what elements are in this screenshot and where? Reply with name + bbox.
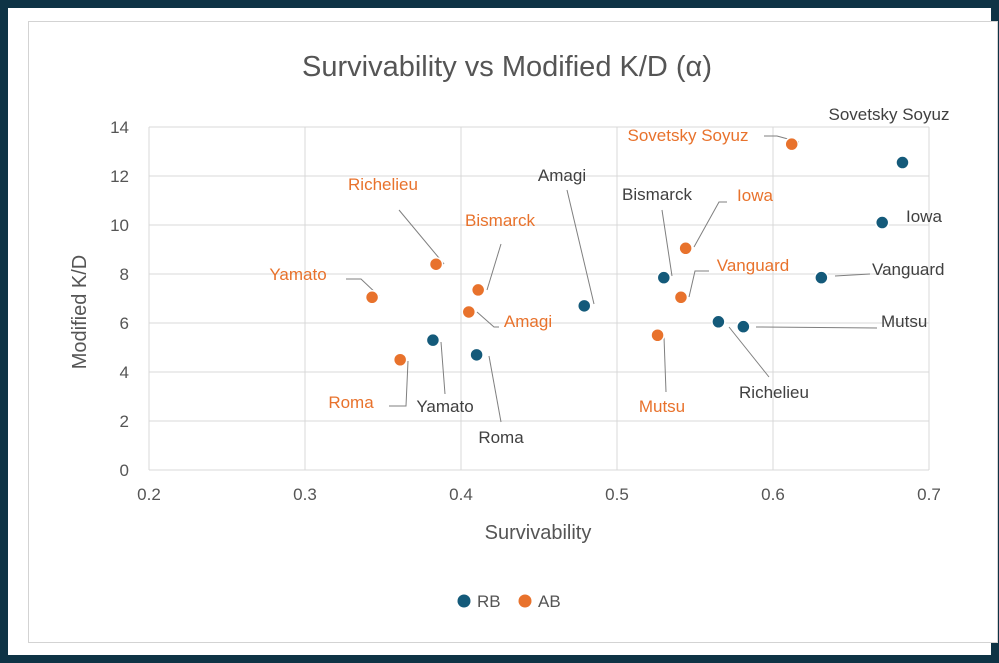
data-labels: Sovetsky Soyuz Iowa Vanguard Mutsu Richelieu… [269, 105, 949, 447]
ab-leader-richelieu [398, 209, 445, 265]
rb-leader-mutsu [755, 326, 878, 329]
ab-label-richelieu: Richelieu [348, 175, 418, 194]
ab-point-sovetsky-soyuz [784, 136, 799, 152]
rb-point-yamato [425, 332, 441, 348]
rb-point-iowa [874, 215, 890, 230]
rb-point-sovetsky-soyuz [895, 155, 910, 170]
gridlines [148, 126, 930, 471]
ab-point-bismarck [470, 282, 486, 298]
ab-label-sovetsky-soyuz: Sovetsky Soyuz [628, 126, 749, 145]
rb-label-iowa: Iowa [906, 207, 942, 226]
rb-leader-richelieu [728, 326, 770, 378]
rb-label-bismarck: Bismarck [622, 185, 692, 204]
rb-label-richelieu: Richelieu [739, 383, 809, 402]
y-tick-label: 8 [120, 265, 129, 284]
rb-label-amagi: Amagi [538, 166, 586, 185]
y-tick-label: 4 [120, 363, 129, 382]
ab-label-amagi: Amagi [504, 312, 552, 331]
ab-point-mutsu [650, 328, 665, 343]
ab-label-vanguard: Vanguard [717, 256, 789, 275]
x-tick-label: 0.5 [605, 485, 629, 504]
rb-point-mutsu [736, 319, 751, 334]
label-leader-lines [346, 135, 878, 423]
ab-leader-bismarck [486, 243, 502, 291]
rb-leader-vanguard [834, 273, 871, 277]
chart-area: Survivability vs Modified K/D (α) 0.2 0.3… [28, 21, 998, 643]
y-tick-label: 6 [120, 314, 129, 333]
rb-point-vanguard [814, 270, 829, 285]
ab-leader-vanguard [688, 270, 709, 298]
x-tick-label: 0.7 [917, 485, 941, 504]
rb-label-vanguard: Vanguard [872, 260, 944, 279]
x-tick-label: 0.3 [293, 485, 317, 504]
ab-label-mutsu: Mutsu [639, 397, 685, 416]
y-tick-label: 14 [110, 118, 129, 137]
ab-point-iowa [678, 241, 693, 256]
ab-leader-mutsu [663, 336, 667, 393]
legend-marker-ab [518, 594, 532, 608]
ab-label-iowa: Iowa [737, 186, 773, 205]
legend-label-rb: RB [477, 592, 501, 611]
axis-ticks: 0.2 0.3 0.4 0.5 0.6 0.7 0 2 4 6 8 10 12 14 [110, 118, 941, 504]
y-tick-label: 10 [110, 216, 129, 235]
rb-label-yamato: Yamato [416, 397, 473, 416]
ab-point-amagi [461, 304, 477, 320]
legend-label-ab: AB [538, 592, 561, 611]
rb-leader-yamato [440, 341, 446, 395]
rb-label-roma: Roma [478, 428, 524, 447]
rb-label-mutsu: Mutsu [881, 312, 927, 331]
legend: RB AB [457, 592, 561, 611]
rb-label-sovetsky-soyuz: Sovetsky Soyuz [829, 105, 950, 124]
data-points [364, 136, 910, 367]
rb-point-amagi [576, 298, 592, 314]
ab-label-roma: Roma [328, 393, 374, 412]
x-axis-title: Survivability [485, 522, 592, 544]
ab-point-yamato [364, 290, 380, 305]
y-tick-label: 2 [120, 412, 129, 431]
chart-title: Survivability vs Modified K/D (α) [302, 51, 712, 83]
legend-marker-rb [457, 594, 471, 608]
ab-point-vanguard [673, 290, 689, 305]
ab-leader-amagi [476, 311, 499, 328]
ab-leader-iowa [693, 201, 727, 248]
x-tick-label: 0.6 [761, 485, 785, 504]
y-tick-label: 12 [110, 167, 129, 186]
y-tick-label: 0 [120, 461, 129, 480]
rb-point-bismarck [656, 270, 672, 285]
x-tick-label: 0.2 [137, 485, 161, 504]
rb-leader-amagi [566, 189, 595, 305]
y-axis-title: Modified K/D [69, 255, 91, 370]
chart-outer-frame: Survivability vs Modified K/D (α) 0.2 0.3… [8, 8, 998, 655]
rb-leader-roma [488, 355, 502, 423]
ab-point-roma [392, 352, 408, 367]
x-tick-label: 0.4 [449, 485, 473, 504]
rb-leader-bismarck [661, 209, 673, 277]
ab-label-bismarck: Bismarck [465, 211, 535, 230]
ab-label-yamato: Yamato [269, 265, 326, 284]
rb-point-roma [469, 347, 484, 363]
ab-point-richelieu [428, 256, 444, 272]
scatter-chart: Survivability vs Modified K/D (α) 0.2 0.3… [69, 51, 949, 611]
rb-point-richelieu [711, 314, 726, 330]
ab-leader-roma [389, 360, 409, 407]
